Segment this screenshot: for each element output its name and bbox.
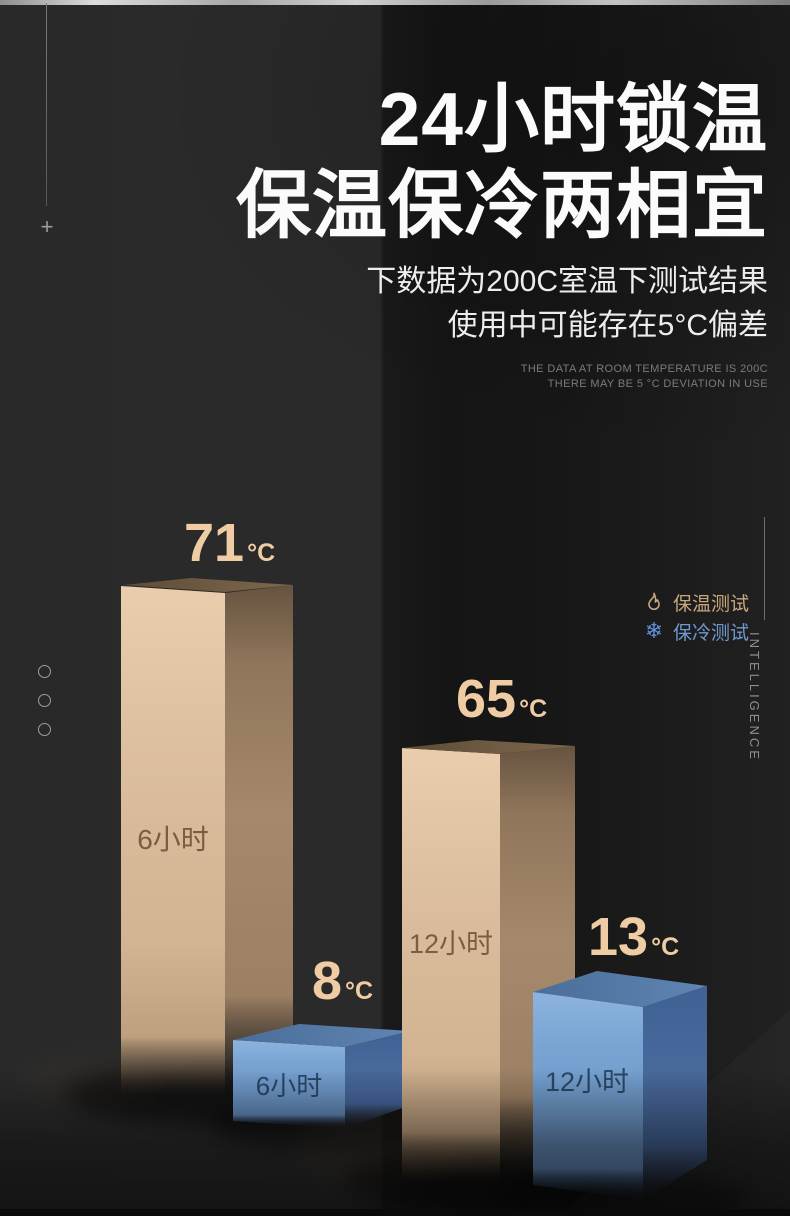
bottom-edge-decor: [0, 1209, 790, 1216]
left-vertical-line-decor: [46, 3, 47, 206]
bar-cold-6h-top: [233, 1024, 411, 1047]
right-vertical-line-decor: [764, 517, 765, 620]
bar-hot-6h-side: [225, 585, 293, 1098]
value-unit: °C: [519, 695, 548, 723]
snowflake-icon: ❄: [644, 618, 664, 643]
value-number: 71: [184, 513, 245, 573]
value-number: 8: [312, 951, 343, 1011]
metal-edge-decor: [0, 0, 790, 5]
circle-decor: [38, 665, 51, 678]
bar-hot-12h-front: [402, 748, 500, 1185]
page-title: 24小时锁温 保温保冷两相宜: [236, 76, 768, 248]
title-line1: 24小时锁温: [378, 77, 768, 161]
bar-duration-label-hot-6h: 6小时: [137, 824, 209, 855]
bar-value-label-hot-12h: 65 °C: [456, 668, 547, 730]
value-unit: °C: [651, 933, 680, 961]
bar-duration-label-hot-12h: 12小时: [408, 929, 494, 959]
subtitle-line1: 下数据为200C室温下测试结果: [366, 265, 768, 298]
legend-label-cold: 保冷测试: [673, 622, 750, 644]
bar-hot-6h-top: [123, 578, 293, 592]
bar-value-label-cold-6h: 8 °C: [312, 950, 373, 1012]
circle-decor: [38, 694, 51, 707]
bar-value-label-hot-6h: 71 °C: [184, 512, 275, 574]
subtitle: 下数据为200C室温下测试结果 使用中可能存在5°C偏差: [236, 260, 768, 348]
chart-legend: 保温测试 ❄ 保冷测试: [642, 589, 749, 647]
value-unit: °C: [345, 977, 374, 1005]
intelligence-vertical-label: INTELLIGENCE: [747, 632, 762, 762]
bar-duration-label-cold-6h: 6小时: [255, 1071, 323, 1101]
header: 24小时锁温 保温保冷两相宜 下数据为200C室温下测试结果 使用中可能存在5°…: [236, 76, 768, 392]
legend-item-warm: 保温测试: [642, 589, 749, 615]
plus-decor: +: [40, 214, 54, 239]
bar-hot-6h: [121, 578, 293, 1098]
subtitle-line2: 使用中可能存在5°C偏差: [447, 309, 768, 342]
legend-label-warm: 保温测试: [673, 593, 750, 615]
note-line2: THERE MAY BE 5 °C DEVIATION IN USE: [547, 378, 768, 390]
value-unit: °C: [247, 539, 276, 567]
bar-cold-12h-top: [533, 971, 707, 1007]
value-number: 65: [456, 669, 517, 729]
title-line2: 保温保冷两相宜: [235, 163, 768, 247]
bar-hot-6h-front: [121, 586, 225, 1098]
flame-icon: [642, 590, 666, 614]
value-number: 13: [588, 907, 649, 967]
bar-duration-label-cold-12h: 12小时: [544, 1067, 630, 1097]
bar-hot-12h-top: [402, 740, 575, 754]
bar-value-label-cold-12h: 13 °C: [588, 906, 679, 968]
legend-item-cold: ❄ 保冷测试: [642, 618, 749, 644]
circle-decor: [38, 723, 51, 736]
note-line1: THE DATA AT ROOM TEMPERATURE IS 200C: [520, 363, 768, 375]
english-note: THE DATA AT ROOM TEMPERATURE IS 200C THE…: [236, 362, 768, 392]
